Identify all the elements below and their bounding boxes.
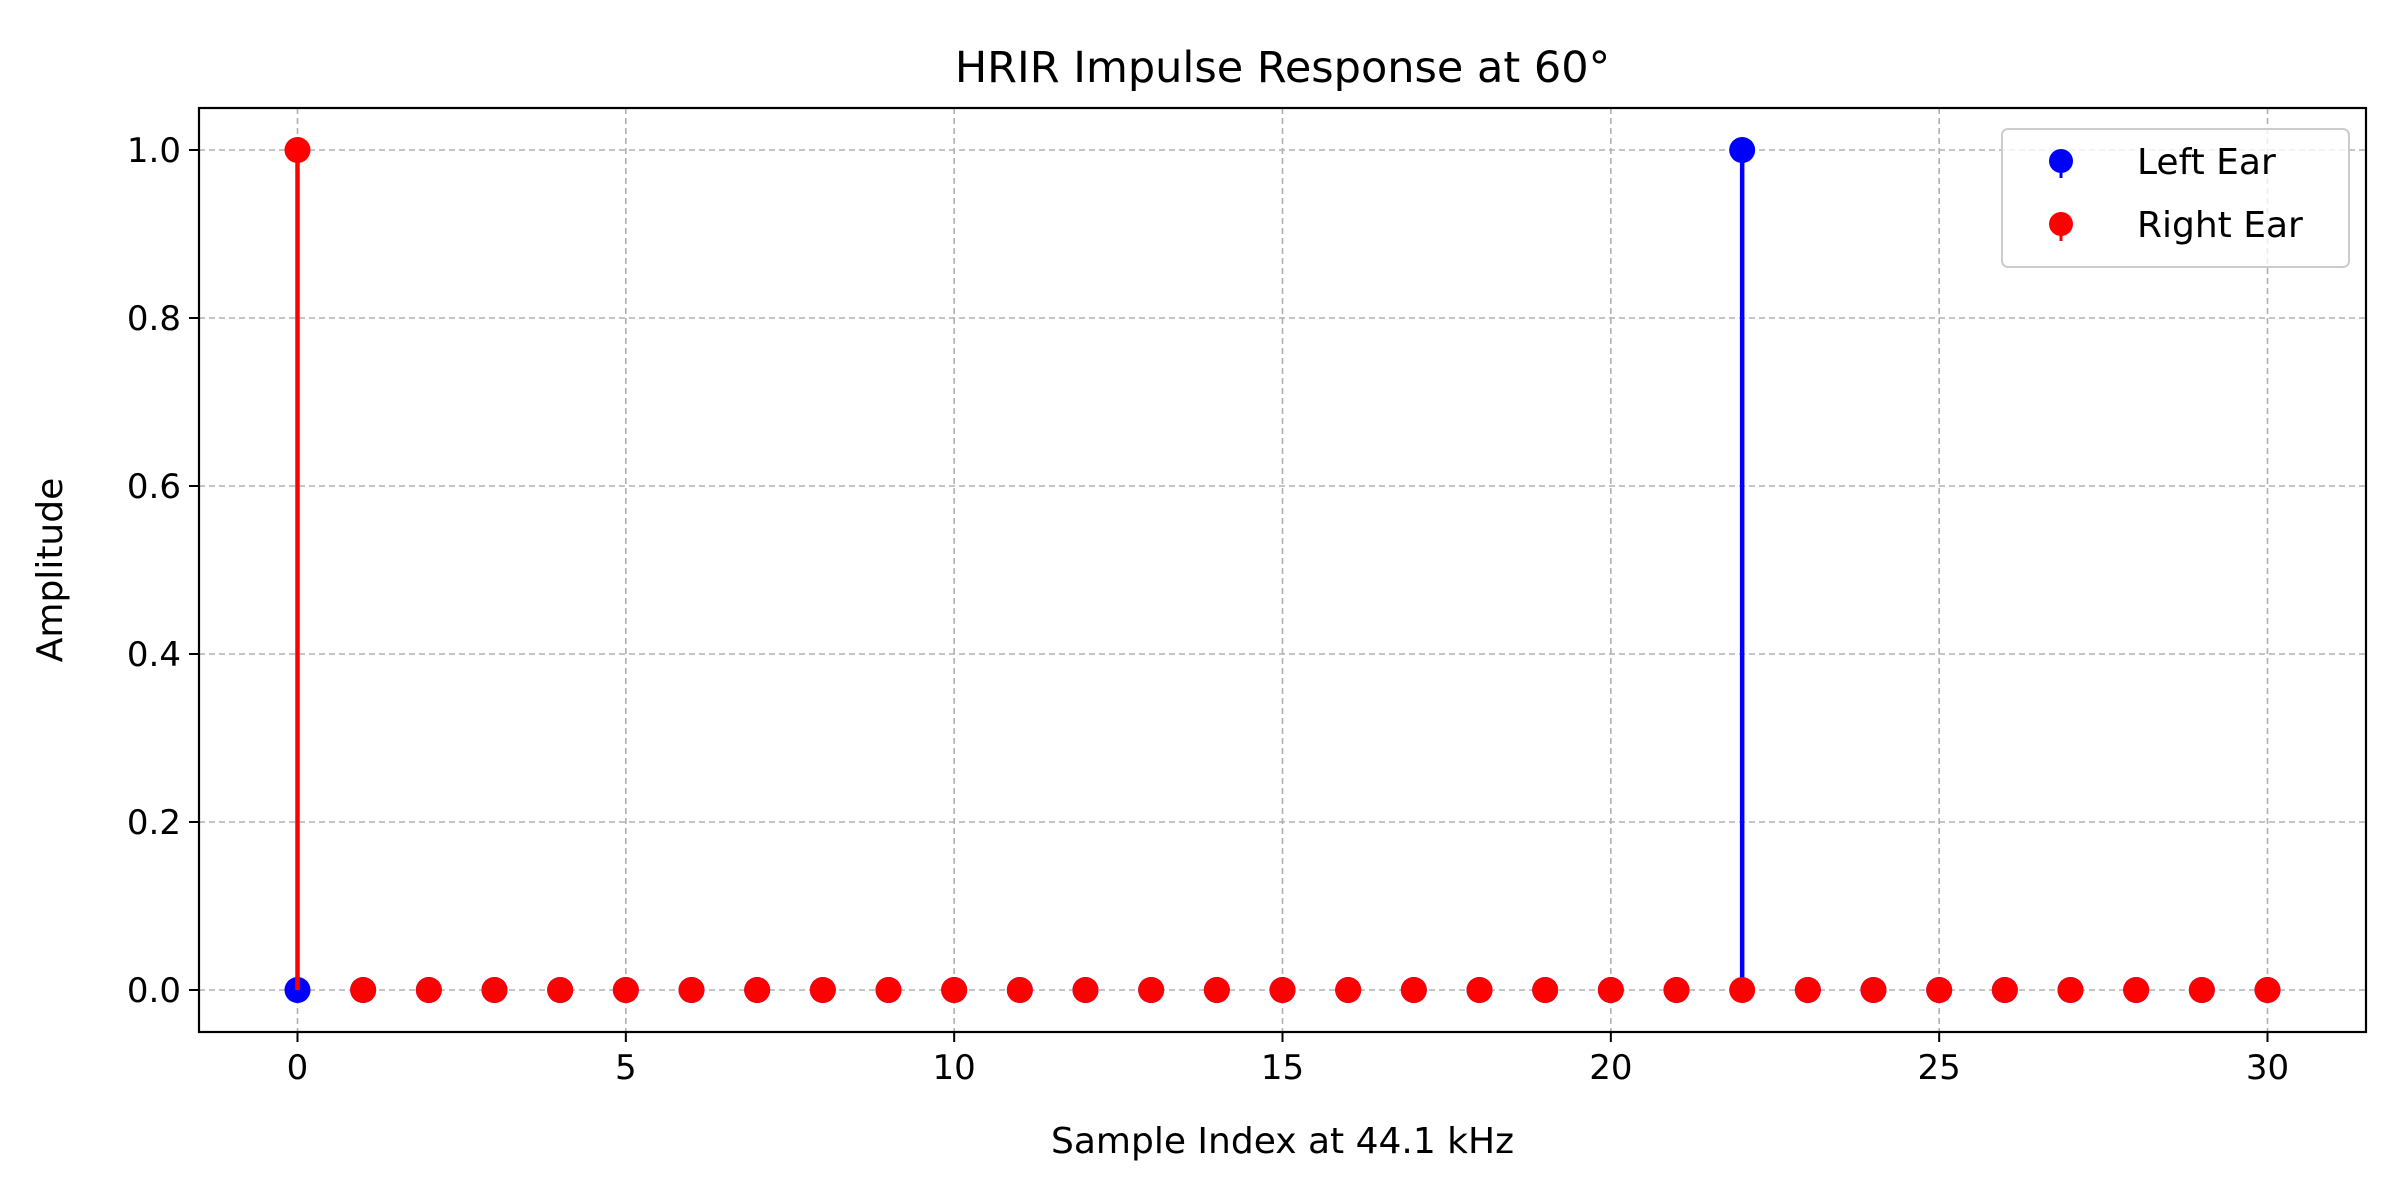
- stem-marker: [284, 137, 311, 163]
- stem-marker: [1794, 977, 1821, 1003]
- stem-marker: [1991, 977, 2018, 1003]
- legend: Left Ear Right Ear: [2001, 128, 2350, 268]
- stem-marker: [350, 977, 377, 1003]
- y-axis-label: Amplitude: [30, 478, 71, 662]
- stem-marker: [481, 977, 508, 1003]
- x-tick-label: 25: [1918, 1048, 1961, 1088]
- legend-label-left-ear: Left Ear: [2137, 142, 2276, 183]
- y-tick-label: 0.6: [127, 467, 181, 507]
- stem-marker: [1269, 977, 1296, 1003]
- stem-marker: [1729, 977, 1756, 1003]
- y-tick-label: 0.2: [127, 803, 181, 843]
- series-right-ear: [284, 137, 2281, 1003]
- x-tick-label: 30: [2246, 1048, 2289, 1088]
- stem-marker: [1860, 977, 1887, 1003]
- stem-marker: [2057, 977, 2084, 1003]
- chart-title: HRIR Impulse Response at 60°: [955, 43, 1610, 93]
- stem-marker: [1072, 977, 1099, 1003]
- stem-marker: [1663, 977, 1690, 1003]
- legend-box: [2001, 128, 2350, 268]
- stem-marker: [2123, 977, 2150, 1003]
- x-tick-label: 20: [1589, 1048, 1632, 1088]
- stem-marker: [1597, 977, 1624, 1003]
- stem-marker: [2188, 977, 2215, 1003]
- stem-marker: [875, 977, 902, 1003]
- stem-marker: [2254, 977, 2281, 1003]
- y-tick-label: 0.4: [127, 635, 181, 675]
- stem-marker: [1926, 977, 1953, 1003]
- stem-marker: [612, 977, 639, 1003]
- stem-marker: [678, 977, 705, 1003]
- stem-marker: [809, 977, 836, 1003]
- x-tick-label: 0: [287, 1048, 309, 1088]
- stem-marker: [547, 977, 574, 1003]
- legend-marker-right-ear: [2049, 212, 2073, 236]
- stem-marker: [1006, 977, 1033, 1003]
- x-axis-label: Sample Index at 44.1 kHz: [1051, 1121, 1514, 1162]
- y-tick-label: 0.0: [127, 971, 181, 1011]
- stem-marker: [1203, 977, 1230, 1003]
- stem-marker: [941, 977, 968, 1003]
- x-tick-label: 15: [1261, 1048, 1304, 1088]
- y-tick-label: 1.0: [127, 131, 181, 171]
- ticks: 0 5 10 15 20 25 30 0.0 0.2 0.4 0.6 0.8 1.0: [127, 131, 2289, 1088]
- series-layer: [284, 137, 2281, 1003]
- legend-marker-left-ear: [2049, 149, 2073, 173]
- stem-marker: [1138, 977, 1165, 1003]
- stem-marker: [1400, 977, 1427, 1003]
- stem-marker: [1532, 977, 1559, 1003]
- stem-marker: [1729, 137, 1756, 163]
- stem-marker: [415, 977, 442, 1003]
- x-tick-label: 5: [615, 1048, 637, 1088]
- stem-marker: [1335, 977, 1362, 1003]
- stem-marker: [1466, 977, 1493, 1003]
- legend-label-right-ear: Right Ear: [2137, 205, 2303, 246]
- stem-marker: [744, 977, 771, 1003]
- x-tick-label: 10: [933, 1048, 976, 1088]
- y-tick-label: 0.8: [127, 299, 181, 339]
